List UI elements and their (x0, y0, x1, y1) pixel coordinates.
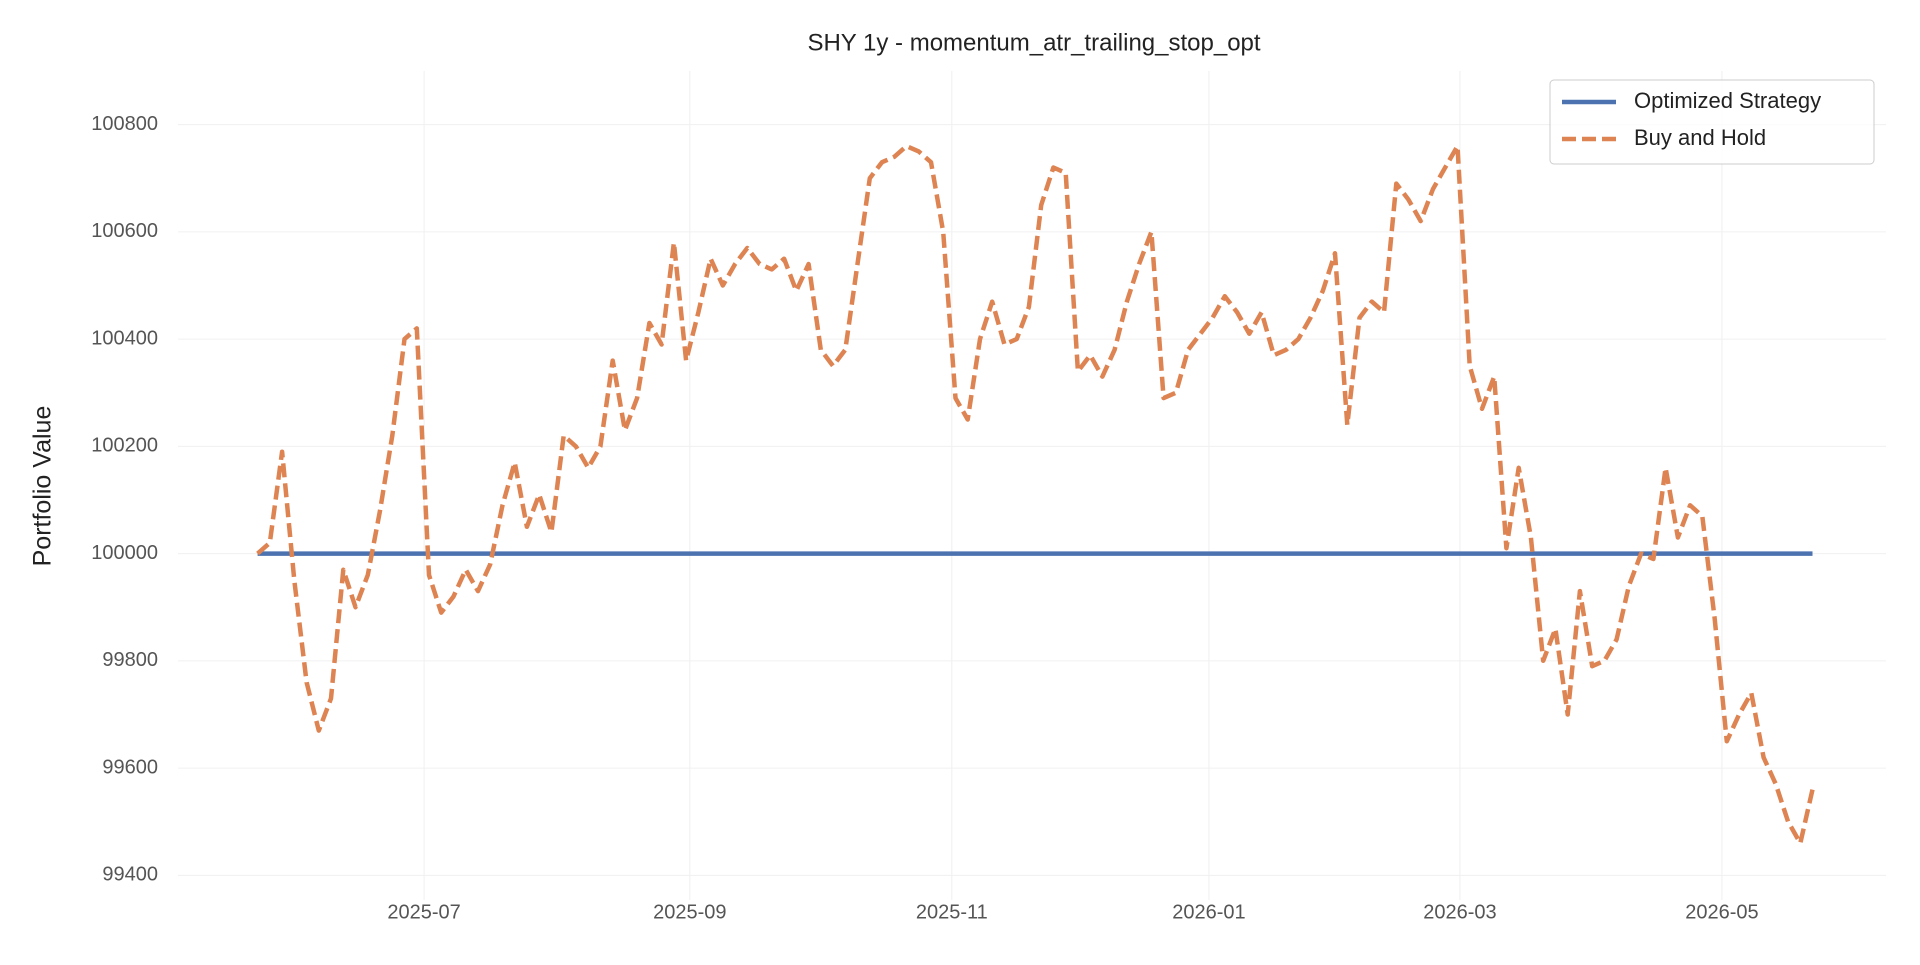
legend-box (1549, 79, 1875, 165)
series-line (256, 143, 1815, 846)
x-tick-label: 2025-09 (653, 901, 726, 923)
y-tick-label: 100400 (91, 327, 158, 349)
y-axis-label: Portfolio Value (29, 406, 57, 567)
y-tick-label: 99800 (102, 649, 158, 671)
x-tick-label: 2026-01 (1172, 901, 1245, 923)
y-tick-label: 100800 (91, 113, 158, 135)
x-tick-label: 2025-07 (387, 901, 460, 923)
x-tick-label: 2025-11 (916, 901, 988, 923)
y-tick-label: 100600 (91, 220, 158, 242)
y-tick-label: 99400 (102, 864, 158, 886)
x-tick-label: 2026-03 (1423, 901, 1496, 923)
x-tick-label: 2026-05 (1685, 901, 1758, 923)
legend-label: Optimized Strategy (1634, 88, 1821, 113)
legend-label: Buy and Hold (1634, 125, 1766, 150)
chart-title: SHY 1y - momentum_atr_trailing_stop_opt (807, 29, 1260, 56)
y-tick-label: 100200 (91, 435, 158, 457)
y-tick-label: 100000 (91, 542, 158, 564)
y-tick-label: 99600 (102, 756, 158, 778)
